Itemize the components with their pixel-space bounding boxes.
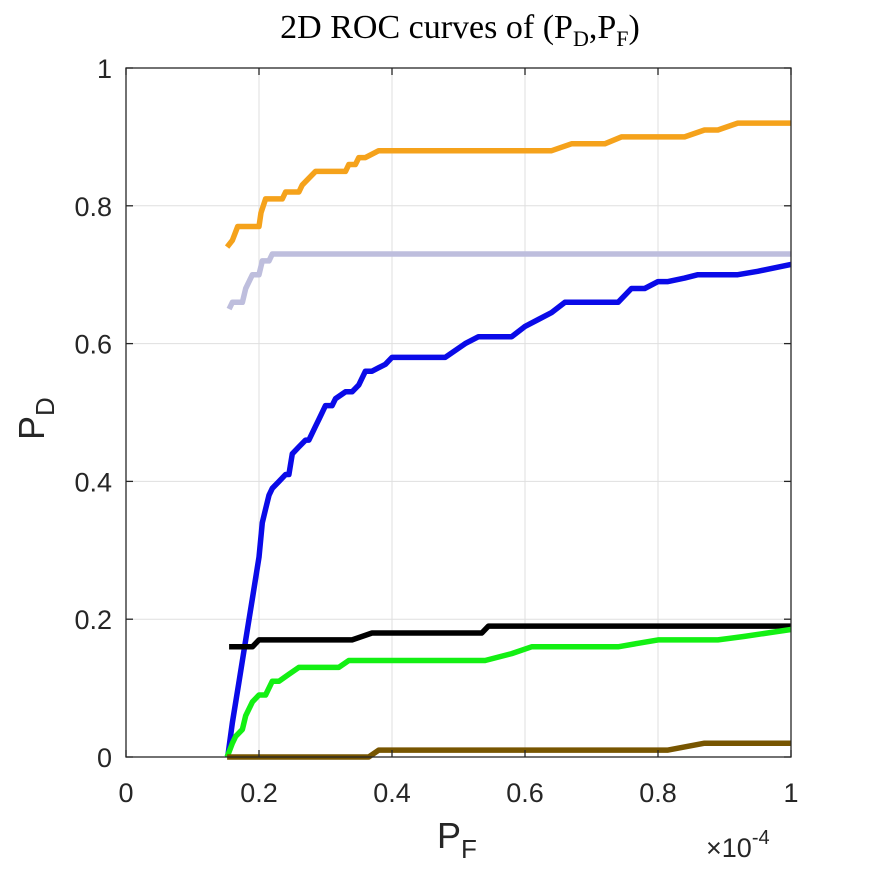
series-line-orange <box>224 120 791 249</box>
series-line-lavender <box>226 251 791 311</box>
title-mid: ,P <box>589 9 616 46</box>
x-exponent-power: -4 <box>752 827 770 849</box>
y-label-main: P <box>11 416 52 440</box>
y-tick-label: 0.8 <box>74 192 112 222</box>
x-tick-label: 0.2 <box>240 778 278 808</box>
series-line-black <box>229 623 791 650</box>
series-layer <box>224 120 792 760</box>
y-tick-label: 0.6 <box>74 330 112 360</box>
x-label-main: P <box>437 815 461 856</box>
y-label-sub: D <box>30 397 60 416</box>
x-label-sub: F <box>461 834 477 864</box>
x-axis-label: PF <box>437 815 477 864</box>
y-tick-label: 0.4 <box>74 467 112 497</box>
y-tick-labels: 0 0.2 0.4 0.6 0.8 1 <box>74 54 112 773</box>
series-line-blue <box>224 261 792 758</box>
series-line-brown <box>227 740 791 760</box>
x-tick-label: 1 <box>783 778 798 808</box>
axes-box <box>125 67 792 758</box>
grid-lines <box>126 68 791 757</box>
x-tick-label: 0.6 <box>506 778 544 808</box>
x-tick-label: 0.8 <box>639 778 677 808</box>
y-tick-label: 0 <box>97 743 112 773</box>
title-sub-f: F <box>616 26 628 51</box>
x-exponent-prefix: ×10 <box>706 833 752 863</box>
x-exponent: ×10-4 <box>706 827 770 863</box>
x-tick-label: 0 <box>118 778 133 808</box>
chart-title: 2D ROC curves of (PD,PF) <box>280 9 640 51</box>
tick-marks <box>125 67 792 758</box>
y-tick-label: 1 <box>97 54 112 84</box>
series-line-green <box>224 626 792 758</box>
title-main: 2D ROC curves of (P <box>280 9 573 46</box>
x-tick-labels: 0 0.2 0.4 0.6 0.8 1 <box>118 778 798 808</box>
y-tick-label: 0.2 <box>74 605 112 635</box>
y-axis-label: PD <box>11 397 60 440</box>
title-end: ) <box>629 9 640 46</box>
title-sub-d: D <box>573 26 589 51</box>
x-tick-label: 0.4 <box>373 778 411 808</box>
